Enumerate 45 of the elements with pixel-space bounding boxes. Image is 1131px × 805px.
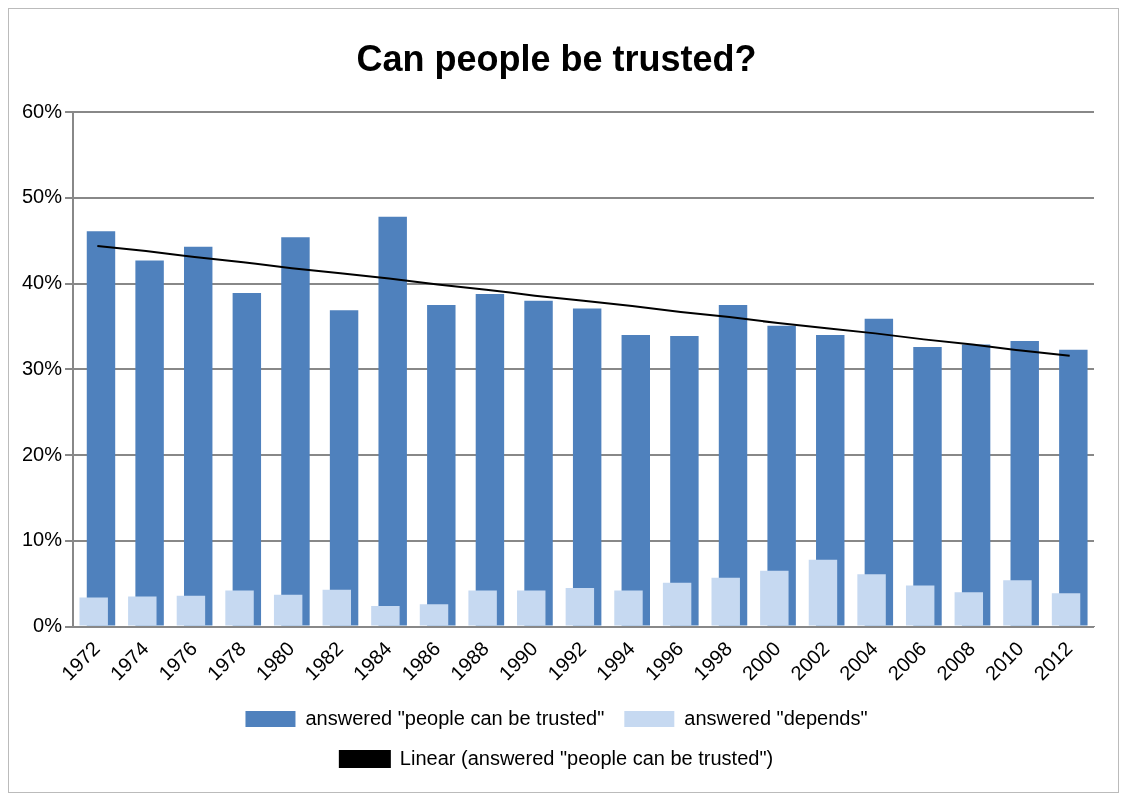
bar: [1051, 593, 1081, 626]
bar: [954, 592, 984, 626]
y-tick-label: 20%: [22, 442, 63, 465]
chart-title: Can people be trusted?: [356, 37, 757, 79]
bar: [475, 293, 505, 626]
bar: [232, 293, 262, 626]
bar: [905, 585, 935, 626]
bar: [184, 246, 213, 626]
bar: [273, 594, 303, 626]
bar: [128, 596, 157, 626]
bar: [524, 300, 553, 626]
bar: [322, 589, 351, 626]
y-tick-label: 40%: [22, 271, 63, 294]
bar: [1003, 580, 1032, 626]
bar: [371, 605, 400, 626]
bar: [614, 590, 643, 626]
legend-label: Linear (answered "people can be trusted"): [399, 746, 774, 769]
bar: [565, 587, 595, 626]
y-tick-label: 60%: [22, 99, 63, 122]
bar: [857, 574, 886, 626]
bar: [427, 305, 456, 626]
bar: [572, 308, 602, 626]
bar: [517, 590, 546, 626]
bar: [378, 216, 407, 626]
bar: [468, 590, 497, 626]
bar: [176, 595, 206, 626]
bar: [1059, 349, 1088, 626]
y-tick-label: 0%: [33, 614, 63, 637]
bar: [225, 590, 254, 626]
y-tick-label: 10%: [22, 528, 63, 551]
bar: [86, 231, 116, 626]
y-tick-label: 30%: [22, 356, 63, 379]
y-tick-label: 50%: [22, 185, 63, 208]
bar: [621, 335, 650, 626]
bar: [711, 577, 740, 626]
bar: [329, 310, 359, 626]
legend-label: answered "people can be trusted": [305, 706, 605, 729]
bar: [662, 582, 692, 626]
bar: [419, 604, 449, 626]
bar: [79, 597, 108, 626]
legend-label: answered "depends": [684, 706, 868, 729]
bar: [808, 559, 838, 626]
bar: [135, 260, 164, 626]
bar: [760, 570, 789, 626]
bar: [281, 237, 310, 626]
